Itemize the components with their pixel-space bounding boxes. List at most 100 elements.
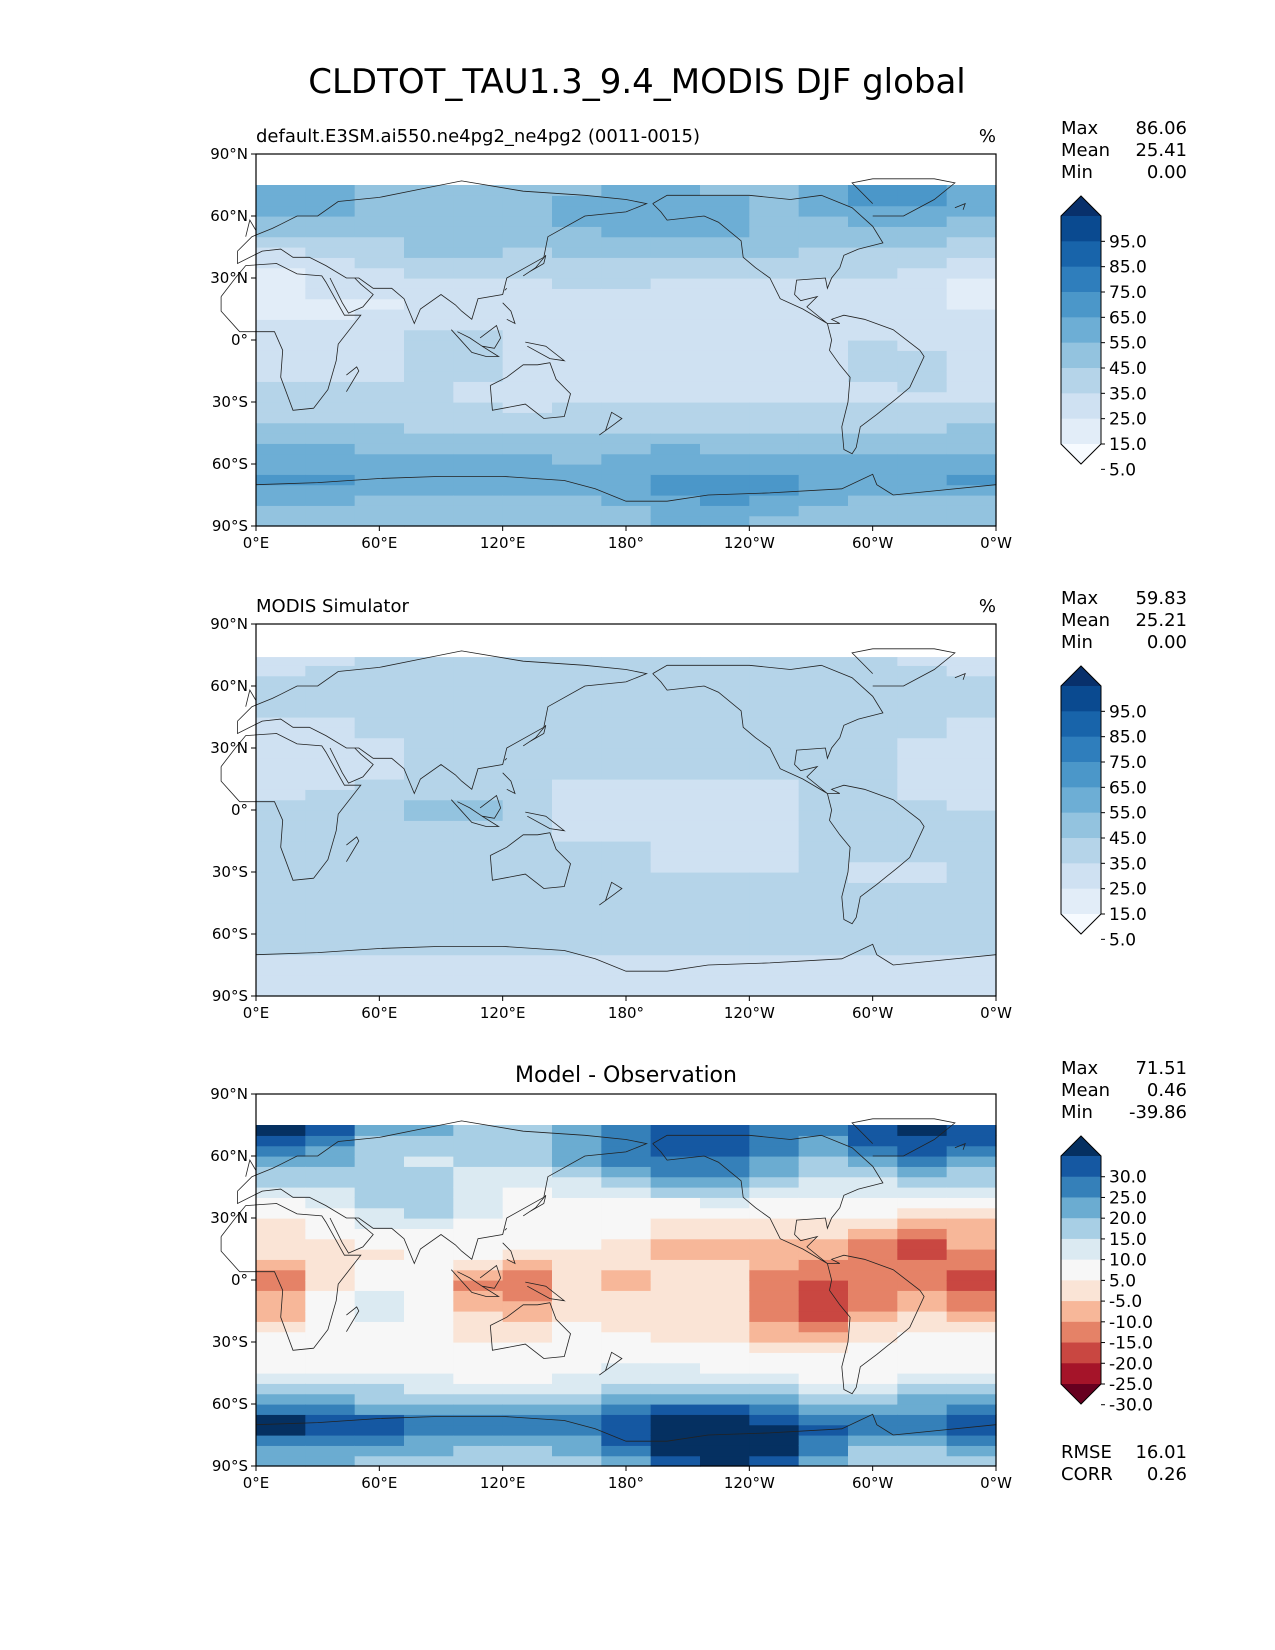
map-cell <box>305 851 356 863</box>
map-cell <box>650 1362 701 1374</box>
map-cell <box>700 748 750 759</box>
map-cell <box>650 257 701 269</box>
map-cell <box>453 737 504 749</box>
map-cell <box>256 1187 306 1198</box>
map-cell <box>404 1176 454 1188</box>
map-cell <box>305 1269 356 1281</box>
map-cell <box>700 1166 750 1178</box>
map-cell <box>798 1156 849 1167</box>
map-cell <box>897 1373 948 1384</box>
map-cell <box>404 1145 454 1157</box>
map-cell <box>453 422 504 434</box>
map-cell <box>354 954 405 966</box>
map-cell <box>798 717 849 728</box>
map-cell <box>502 495 553 506</box>
map-cell <box>256 443 306 455</box>
map-cell <box>552 340 602 351</box>
map-cell <box>897 381 948 393</box>
map-cell <box>798 965 849 976</box>
map-cell <box>798 1393 849 1405</box>
map-cell <box>798 1404 849 1415</box>
map-cell <box>404 665 454 677</box>
map-cell <box>749 1249 800 1260</box>
map-cell <box>453 247 504 258</box>
map-cell <box>946 1125 997 1136</box>
map-cell <box>601 443 652 455</box>
map-cell <box>305 464 356 475</box>
map-cell <box>749 1373 800 1384</box>
map-cell <box>897 882 948 894</box>
map-cell <box>650 484 701 496</box>
map-cell <box>305 495 356 506</box>
lat-tick-label: 0° <box>231 801 248 819</box>
map-cell <box>700 319 750 331</box>
map-cell <box>552 216 602 227</box>
map-cell <box>848 391 898 403</box>
map-cell <box>897 412 948 424</box>
map-cell <box>946 882 997 894</box>
map-cell <box>502 464 553 475</box>
lon-tick-label: 180° <box>608 534 644 552</box>
map-cell <box>700 1300 750 1312</box>
map-cell <box>749 665 800 677</box>
map-cell <box>601 810 652 821</box>
map-cell <box>502 453 553 465</box>
colorbar-tick-label: 35.0 <box>1109 384 1147 404</box>
map-cell <box>749 1207 800 1219</box>
map-cell <box>650 474 701 486</box>
map-cell <box>601 1259 652 1271</box>
map-cell <box>502 329 553 341</box>
map-cell <box>502 1393 553 1405</box>
map-cell <box>502 779 553 790</box>
map-cell <box>848 1135 898 1147</box>
map-cell <box>354 903 405 914</box>
map-cell <box>552 1218 602 1229</box>
map-cell <box>502 665 553 677</box>
map-cell <box>749 350 800 362</box>
map-cell <box>256 298 306 310</box>
map-cell <box>798 422 849 434</box>
map-cell <box>552 965 602 976</box>
units-model: % <box>979 126 996 147</box>
map-cell <box>650 1435 701 1446</box>
coastline <box>329 1217 374 1254</box>
coastline <box>525 811 566 832</box>
map-cell <box>946 1352 997 1364</box>
map-cell <box>305 841 356 852</box>
map-cell <box>453 851 504 863</box>
map-cell <box>700 861 750 873</box>
colorbar-tick-label: 85.0 <box>1109 258 1147 278</box>
map-cell <box>305 717 356 728</box>
map-cell <box>453 686 504 697</box>
map-cell <box>798 1238 849 1250</box>
map-cell <box>946 841 997 852</box>
map-cell <box>700 913 750 925</box>
map-cell <box>798 675 849 687</box>
map-cell <box>650 381 701 393</box>
map-cell <box>798 758 849 770</box>
map-cell <box>650 422 701 434</box>
coastline <box>237 650 648 795</box>
map-cell <box>305 298 356 310</box>
map-cell <box>749 965 800 976</box>
map-cell <box>897 453 948 465</box>
map-cell <box>305 882 356 894</box>
map-cell <box>848 1373 898 1384</box>
map-cell <box>552 903 602 914</box>
map-cell <box>897 923 948 935</box>
map-cell <box>700 954 750 966</box>
map-cell <box>897 1269 948 1281</box>
map-cell <box>798 505 849 517</box>
map-cell <box>256 686 306 697</box>
map-cell <box>946 810 997 821</box>
map-cell <box>700 799 750 811</box>
map-cell <box>700 1197 750 1209</box>
map-cell <box>798 402 849 413</box>
map-cell <box>305 1373 356 1384</box>
map-cell <box>897 799 948 811</box>
map-cell <box>749 1228 800 1240</box>
map-cell <box>305 686 356 697</box>
map-cell <box>897 1238 948 1250</box>
figure-title: CLDTOT_TAU1.3_9.4_MODIS DJF global <box>308 62 966 102</box>
map-cell <box>404 965 454 976</box>
